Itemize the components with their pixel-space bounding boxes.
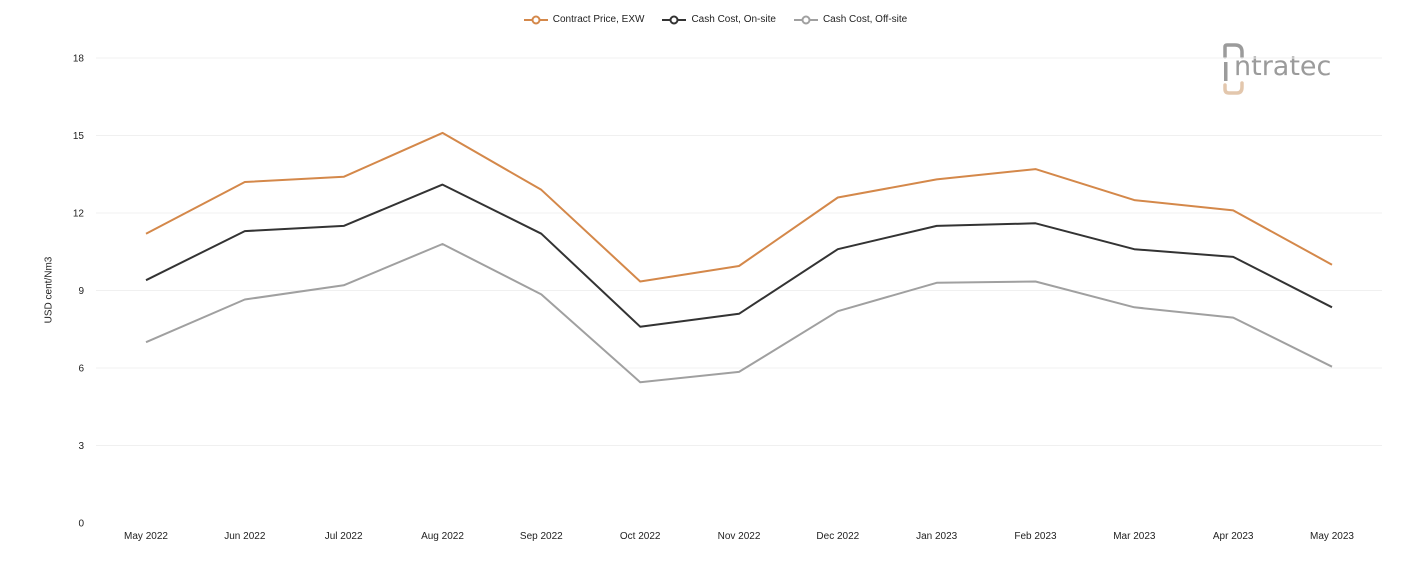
x-tick-label: Oct 2022 [620, 531, 661, 542]
series-line-1[interactable] [145, 183, 1333, 328]
y-tick-label: 3 [78, 441, 84, 452]
logo-text: ntratec [1234, 51, 1332, 82]
x-tick-label: Feb 2023 [1014, 531, 1057, 542]
x-tick-label: Mar 2023 [1113, 531, 1156, 542]
y-tick-label: 15 [73, 131, 85, 142]
chart-legend: Contract Price, EXW Cash Cost, On-site C… [0, 14, 1401, 25]
x-tick-label: Sep 2022 [520, 531, 563, 542]
x-tick-label: Jan 2023 [916, 531, 958, 542]
y-tick-label: 18 [73, 54, 85, 65]
legend-marker-offsite-icon [793, 15, 818, 24]
legend-item-cash-cost-onsite[interactable]: Cash Cost, On-site [662, 14, 776, 25]
x-tick-label: May 2022 [124, 531, 168, 542]
x-tick-label: Jun 2022 [224, 531, 266, 542]
x-tick-label: Apr 2023 [1213, 531, 1254, 542]
grid-lines [96, 57, 1382, 446]
legend-label-cash-cost-onsite: Cash Cost, On-site [691, 14, 776, 25]
series-lines [145, 131, 1333, 384]
legend-marker-onsite-icon [662, 15, 687, 24]
y-tick-label: 12 [73, 209, 85, 220]
legend-item-cash-cost-offsite[interactable]: Cash Cost, Off-site [793, 14, 908, 25]
legend-item-contract-price[interactable]: Contract Price, EXW [523, 14, 645, 25]
x-tick-label: Aug 2022 [421, 531, 464, 542]
series-line-0[interactable] [145, 131, 1333, 283]
intratec-logo: ntratec [1222, 43, 1372, 99]
y-tick-label: 9 [78, 286, 84, 297]
x-tick-label: May 2023 [1310, 531, 1354, 542]
y-tick-label: 0 [78, 519, 84, 530]
x-tick-label: Jul 2022 [325, 531, 363, 542]
x-axis-ticks: May 2022 Jun 2022 Jul 2022 Aug 2022 Sep 2022… [124, 531, 1354, 542]
legend-marker-contract-icon [523, 15, 548, 24]
legend-label-contract-price: Contract Price, EXW [552, 14, 645, 25]
x-tick-label: Dec 2022 [816, 531, 859, 542]
intratec-logo-icon [1223, 43, 1244, 95]
y-axis-ticks: 0 3 6 9 12 15 18 [73, 54, 85, 530]
y-tick-label: 6 [78, 364, 84, 375]
series-line-2[interactable] [145, 243, 1333, 384]
legend-label-cash-cost-offsite: Cash Cost, Off-site [822, 14, 908, 25]
x-tick-label: Nov 2022 [718, 531, 761, 542]
